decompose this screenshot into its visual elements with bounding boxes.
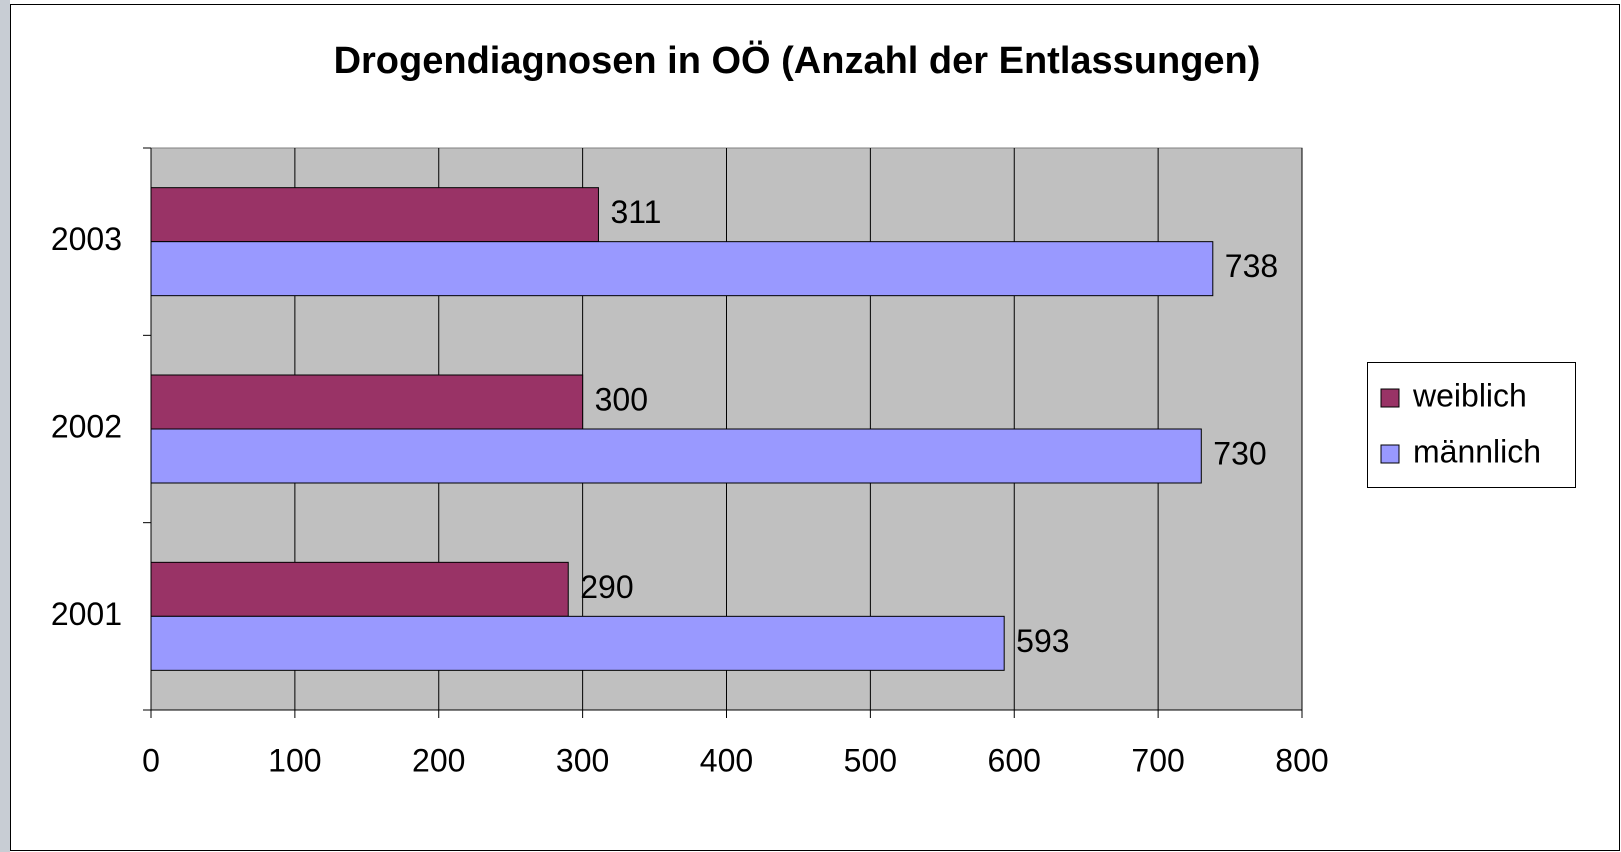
y-tick-label: 2001: [51, 596, 122, 632]
x-tick-label: 300: [556, 742, 609, 778]
bar: [150, 428, 1202, 484]
x-tick-label: 500: [844, 742, 897, 778]
legend-label: weiblich: [1412, 377, 1527, 413]
bar: [150, 241, 1214, 297]
y-tick-label: 2002: [51, 408, 122, 444]
side-strip: [0, 0, 10, 852]
legend-swatch: [1380, 444, 1400, 464]
value-label: 300: [595, 381, 648, 417]
x-tick-label: 800: [1275, 742, 1328, 778]
bar: [150, 615, 1005, 671]
value-label: 311: [610, 194, 661, 230]
value-label: 290: [580, 569, 633, 605]
value-label: 738: [1225, 248, 1278, 284]
x-tick-label: 700: [1131, 742, 1184, 778]
y-tick-label: 2003: [51, 221, 122, 257]
bar: [150, 187, 599, 243]
x-tick-label: 400: [700, 742, 753, 778]
bar: [150, 374, 584, 430]
value-label: 730: [1213, 435, 1266, 471]
legend-label: männlich: [1413, 433, 1541, 469]
legend-box: [1367, 362, 1576, 488]
x-tick-label: 600: [988, 742, 1041, 778]
legend-swatch: [1380, 388, 1400, 408]
x-tick-label: 100: [268, 742, 321, 778]
bar: [150, 561, 569, 617]
chart-title: Drogendiagnosen in OÖ (Anzahl der Entlas…: [334, 39, 1261, 82]
value-label: 593: [1016, 623, 1069, 659]
x-tick-label: 200: [412, 742, 465, 778]
x-tick-label: 0: [142, 742, 160, 778]
